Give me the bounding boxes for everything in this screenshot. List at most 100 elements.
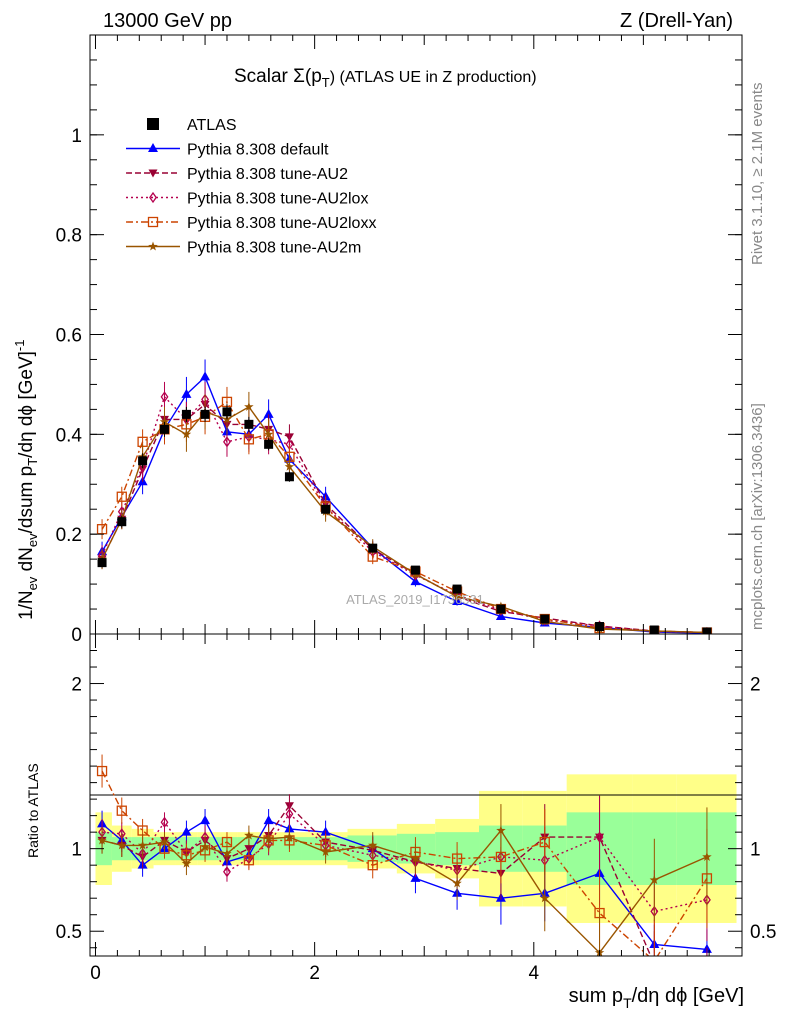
- main-point-pythia-8-308-tune-au2m: [244, 401, 254, 411]
- ratio-point-pythia-8-308-tune-au2loxx: [451, 853, 463, 864]
- plot-title: Scalar Σ(pT) (ATLAS UE in Z production): [234, 66, 537, 90]
- ratio-point-pythia-8-308-tune-au2m: [263, 833, 274, 843]
- legend-item-pythia-8-308-tune-au2: Pythia 8.308 tune-AU2: [126, 166, 348, 183]
- main-point-pythia-8-308-tune-au2loxx: [116, 491, 127, 502]
- main-point-atlas: [264, 439, 274, 449]
- main-point-atlas: [595, 622, 605, 632]
- ratio-point-pythia-8-308-default: [181, 826, 192, 836]
- main-panel: 0 0.2 0.4 0.6 0.8 1 ATLAS_2019_I1736531: [56, 34, 743, 646]
- ratio-point-pythia-8-308-tune-au2loxx: [539, 836, 550, 848]
- main-point-atlas: [321, 504, 331, 514]
- main-ytick-label: 0.4: [56, 425, 83, 446]
- main-ylabel: 1/Nev dNev/dsum pT/dη dϕ [GeV]-1: [12, 340, 40, 621]
- ratio-point-pythia-8-308-tune-au2m: [117, 840, 127, 850]
- ratio-point-pythia-8-308-tune-au2m: [540, 893, 550, 903]
- ratio-ytick-label: 1: [71, 840, 82, 861]
- main-axis-ticks: 0 0.2 0.4 0.6 0.8 1: [56, 35, 742, 646]
- main-point-pythia-8-308-default: [200, 371, 211, 381]
- ratio-ytick-label: 0.5: [56, 922, 82, 943]
- legend-item-pythia-8-308-default: Pythia 8.308 default: [126, 142, 329, 159]
- header-left: 13000 GeV pp: [103, 10, 232, 32]
- ratio-inner-band: [676, 812, 737, 885]
- legend-label: Pythia 8.308 default: [187, 142, 329, 159]
- main-ytick-label: 0.6: [56, 326, 82, 347]
- ratio-point-pythia-8-308-tune-au2m: [649, 875, 660, 885]
- ratio-point-pythia-8-308-tune-au2lox: [285, 808, 294, 820]
- ratio-point-pythia-8-308-tune-au2m: [244, 830, 254, 840]
- ratio-point-pythia-8-308-tune-au2m: [181, 858, 192, 868]
- main-series-layer: [96, 359, 713, 634]
- legend-label: ATLAS: [187, 117, 237, 134]
- ratio-point-pythia-8-308-default: [410, 872, 421, 882]
- main-point-pythia-8-308-tune-au2lox: [223, 436, 231, 448]
- x-axis-label: sum pT/dη dϕ [GeV]: [569, 985, 744, 1011]
- ratio-point-pythia-8-308-tune-au2m: [159, 837, 170, 847]
- ratio-point-pythia-8-308-tune-au2loxx: [116, 805, 127, 816]
- main-point-atlas: [452, 584, 462, 594]
- ratio-inner-band: [278, 837, 302, 861]
- xtick-label: 2: [309, 963, 320, 984]
- ratio-point-pythia-8-308-tune-au2loxx: [649, 955, 660, 956]
- legend-marker: [148, 241, 158, 251]
- legend-marker: [147, 118, 159, 130]
- main-point-atlas: [181, 409, 191, 419]
- main-point-atlas: [160, 424, 170, 434]
- ratio-point-pythia-8-308-tune-au2m: [410, 853, 421, 863]
- legend-label: Pythia 8.308 tune-AU2m: [187, 240, 361, 257]
- legend: ATLAS Pythia 8.308 default Pythia 8.308 tu…: [126, 117, 376, 257]
- main-point-atlas: [138, 456, 148, 466]
- legend-marker: [149, 191, 157, 204]
- main-ytick-label: 1: [71, 126, 82, 147]
- ratio-series-pythia-8-308-tune-au2m: [97, 804, 712, 956]
- main-point-atlas: [97, 558, 107, 568]
- legend-label: Pythia 8.308 tune-AU2: [187, 166, 348, 183]
- legend-item-atlas: ATLAS: [147, 117, 237, 134]
- ratio-point-pythia-8-308-tune-au2m: [452, 878, 462, 888]
- main-point-atlas: [702, 627, 712, 634]
- ratio-point-pythia-8-308-tune-au2m: [702, 851, 712, 861]
- ratio-point-pythia-8-308-tune-au2: [650, 961, 659, 969]
- main-point-atlas: [496, 604, 506, 614]
- ratio-point-pythia-8-308-default: [200, 815, 211, 825]
- legend-label: Pythia 8.308 tune-AU2lox: [187, 191, 368, 208]
- ratio-point-pythia-8-308-tune-au2m: [222, 848, 232, 858]
- main-point-pythia-8-308-default: [263, 408, 274, 418]
- rivet-label: Rivet 3.1.10, ≥ 2.1M events: [749, 83, 766, 266]
- main-point-pythia-8-308-tune-au2m: [263, 429, 274, 439]
- ratio-point-pythia-8-308-tune-au2m: [200, 842, 210, 852]
- ratio-axis-ticks: 0.5 0.5 1 1 2 2 0 2 4: [56, 634, 776, 984]
- ratio-ylabel: Ratio to ATLAS: [25, 763, 41, 858]
- main-point-pythia-8-308-tune-au2m: [284, 461, 295, 471]
- ratio-point-pythia-8-308-tune-au2m: [368, 840, 378, 850]
- legend-item-pythia-8-308-tune-au2loxx: Pythia 8.308 tune-AU2loxx: [126, 215, 376, 232]
- legend-marker: [148, 143, 158, 152]
- main-point-pythia-8-308-tune-au2m: [452, 591, 462, 601]
- xtick-label: 0: [90, 963, 101, 984]
- ratio-ytick-label-right: 0.5: [750, 922, 776, 943]
- main-point-atlas: [410, 565, 420, 575]
- ratio-point-pythia-8-308-default: [263, 815, 274, 825]
- main-point-atlas: [368, 543, 378, 553]
- main-point-pythia-8-308-tune-au2lox: [160, 391, 169, 403]
- main-point-pythia-8-308-tune-au2m: [181, 429, 192, 439]
- main-point-atlas: [200, 409, 210, 419]
- legend-marker: [147, 216, 159, 228]
- analysis-watermark: ATLAS_2019_I1736531: [346, 592, 484, 607]
- ratio-point-pythia-8-308-tune-au2m: [284, 832, 295, 842]
- main-ytick-label: 0.2: [56, 525, 82, 546]
- ratio-point-pythia-8-308-tune-au2loxx: [96, 765, 108, 777]
- ratio-point-pythia-8-308-tune-au2loxx: [243, 855, 255, 866]
- ratio-point-pythia-8-308-tune-au2m: [320, 847, 331, 856]
- ratio-point-pythia-8-308-tune-au2lox: [595, 831, 604, 843]
- xtick-label: 4: [529, 963, 540, 984]
- ratio-ytick-label-right: 2: [750, 675, 761, 696]
- ratio-point-pythia-8-308-tune-au2lox: [160, 816, 169, 828]
- legend-item-pythia-8-308-tune-au2m: Pythia 8.308 tune-AU2m: [126, 240, 361, 257]
- main-ytick-label: 0.8: [56, 226, 82, 247]
- main-point-pythia-8-308-tune-au2m: [159, 416, 170, 426]
- ratio-point-pythia-8-308-tune-au2lox: [223, 866, 231, 878]
- main-point-pythia-8-308-tune-au2loxx: [243, 434, 255, 445]
- main-series-atlas: [97, 404, 712, 634]
- ratio-point-pythia-8-308-tune-au2loxx: [367, 860, 378, 871]
- main-point-atlas: [117, 517, 127, 527]
